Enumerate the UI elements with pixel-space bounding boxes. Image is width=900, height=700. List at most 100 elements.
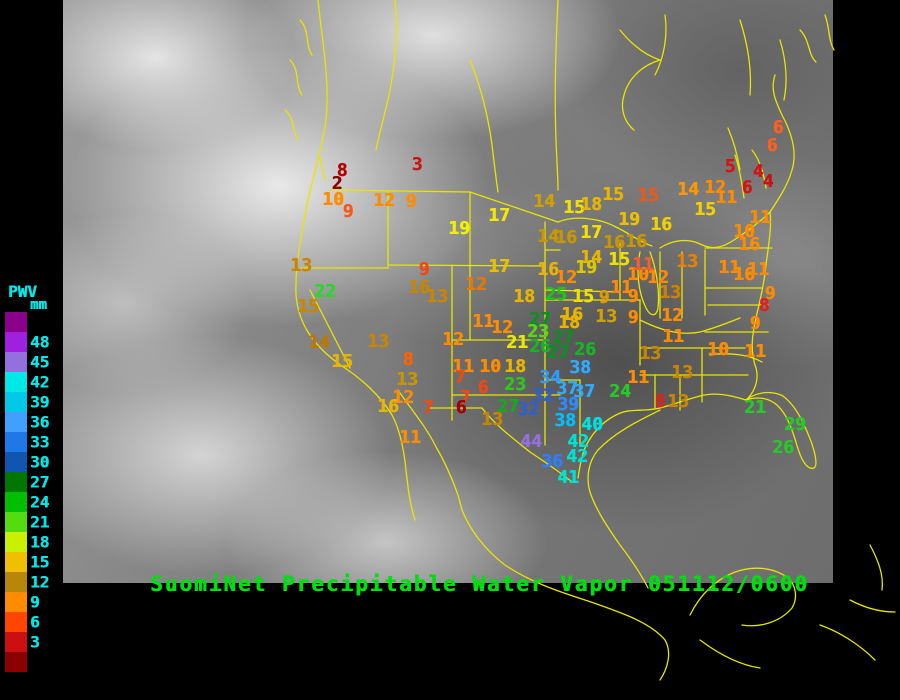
station-pwv-value: 9 [342, 201, 354, 222]
station-pwv-value: 18 [504, 356, 526, 377]
station-pwv-value: 12 [442, 329, 464, 350]
station-pwv-value: 9 [627, 286, 639, 307]
station-pwv-value: 16 [733, 264, 755, 285]
station-pwv-value: 18 [513, 286, 535, 307]
station-pwv-value: 27 [547, 342, 569, 363]
station-pwv-value: 10 [707, 339, 729, 360]
station-pwv-value: 29 [784, 414, 806, 435]
legend-label: 3 [30, 632, 40, 652]
station-pwv-value: 11 [718, 257, 740, 278]
legend-label: 15 [30, 552, 50, 572]
station-pwv-value: 11 [399, 427, 421, 448]
station-pwv-value: 39 [557, 394, 579, 415]
station-pwv-value: 9 [418, 259, 430, 280]
station-pwv-value: 12 [555, 267, 577, 288]
legend-label: 24 [30, 492, 50, 512]
station-pwv-value: 8 [402, 349, 414, 370]
station-pwv-value: 14 [533, 191, 555, 212]
station-pwv-value: 25 [545, 284, 567, 305]
station-pwv-value: 6 [741, 177, 753, 198]
station-pwv-value: 16 [650, 214, 672, 235]
station-pwv-value: 8 [336, 160, 348, 181]
station-pwv-value: 15 [608, 249, 630, 270]
station-pwv-value: 32 [532, 385, 554, 406]
station-pwv-value: 41 [557, 467, 579, 488]
station-pwv-value: 16 [408, 277, 430, 298]
station-pwv-value: 8 [654, 391, 666, 412]
station-pwv-value: 13 [639, 343, 661, 364]
station-pwv-value: 27 [552, 327, 574, 348]
station-pwv-value: 27 [529, 309, 551, 330]
station-pwv-value: 13 [659, 282, 681, 303]
station-pwv-value: 37 [556, 378, 578, 399]
station-pwv-value: 13 [676, 251, 698, 272]
station-pwv-value: 11 [662, 326, 684, 347]
station-pwv-value: 12 [661, 305, 683, 326]
station-pwv-value: 11 [747, 259, 769, 280]
station-pwv-value: 17 [488, 256, 510, 277]
legend-label: 48 [30, 332, 50, 352]
station-pwv-value: 34 [539, 367, 561, 388]
station-pwv-value: 15 [331, 351, 353, 372]
station-pwv-value: 12 [491, 317, 513, 338]
legend-swatch [5, 332, 27, 352]
station-pwv-value: 10 [322, 189, 344, 210]
station-pwv-value: 21 [744, 397, 766, 418]
legend-swatch [5, 532, 27, 552]
station-pwv-value: 8 [758, 295, 770, 316]
station-pwv-value: 14 [580, 247, 602, 268]
legend-label: 27 [30, 472, 50, 492]
station-pwv-value: 16 [377, 396, 399, 417]
station-pwv-value: 26 [529, 336, 551, 357]
legend-label: 42 [30, 372, 50, 392]
station-pwv-value: 13 [667, 391, 689, 412]
station-pwv-value: 15 [297, 296, 319, 317]
station-pwv-value: 16 [537, 259, 559, 280]
station-pwv-value: 15 [694, 199, 716, 220]
station-pwv-value: 13 [595, 306, 617, 327]
station-pwv-value: 18 [558, 312, 580, 333]
station-pwv-value: 37 [573, 381, 595, 402]
legend-swatch [5, 452, 27, 472]
station-pwv-value: 11 [472, 311, 494, 332]
station-pwv-value: 36 [541, 451, 563, 472]
station-pwv-value: 22 [314, 281, 336, 302]
station-pwv-value: 4 [752, 161, 764, 182]
station-pwv-value: 7 [422, 397, 434, 418]
station-pwv-value: 9 [598, 287, 610, 308]
legend-unit: mm [30, 297, 47, 313]
legend-swatch [5, 312, 27, 332]
legend-label: 45 [30, 352, 50, 372]
legend-label: 9 [30, 592, 40, 612]
station-pwv-value: 11 [749, 207, 771, 228]
legend-label: 6 [30, 612, 40, 632]
station-pwv-value: 11 [744, 341, 766, 362]
station-pwv-value: 14 [677, 179, 699, 200]
legend-swatch [5, 572, 27, 592]
station-pwv-value: 6 [477, 377, 489, 398]
station-pwv-value: 6 [455, 397, 467, 418]
station-pwv-value: 19 [618, 209, 640, 230]
station-pwv-value: 14 [308, 332, 330, 353]
station-pwv-value: 10 [733, 221, 755, 242]
station-pwv-value: 13 [396, 369, 418, 390]
station-pwv-value: 9 [405, 191, 417, 212]
station-pwv-value: 10 [627, 264, 649, 285]
legend-swatch [5, 552, 27, 572]
station-pwv-value: 13 [481, 409, 503, 430]
station-pwv-value: 5 [724, 156, 736, 177]
legend-swatch [5, 432, 27, 452]
station-pwv-value: 9 [749, 313, 761, 334]
station-pwv-value: 26 [574, 339, 596, 360]
station-pwv-value: 16 [738, 234, 760, 255]
station-pwv-value: 11 [610, 277, 632, 298]
station-pwv-value: 26 [772, 437, 794, 458]
station-pwv-value: 19 [575, 257, 597, 278]
station-pwv-value: 2 [331, 173, 343, 194]
station-pwv-value: 12 [647, 267, 669, 288]
station-pwv-value: 18 [580, 194, 602, 215]
station-pwv-value: 19 [448, 218, 470, 239]
station-pwv-value: 10 [479, 356, 501, 377]
legend-swatch [5, 392, 27, 412]
